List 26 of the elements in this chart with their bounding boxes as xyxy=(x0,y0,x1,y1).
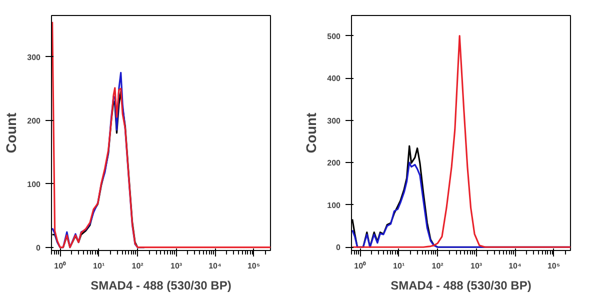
y-tick-label: 0 xyxy=(36,243,42,252)
x-tick-label: 10⁴ xyxy=(208,262,222,270)
x-axis-title: SMAD4 - 488 (530/30 BP) xyxy=(90,278,232,292)
y-axis-title: Count xyxy=(3,112,20,154)
x-tick-label: 10⁵ xyxy=(247,262,260,270)
x-tick-label: 10² xyxy=(132,262,144,270)
y-tick-label: 300 xyxy=(27,52,42,62)
y-tick-label: 200 xyxy=(27,116,42,126)
y-tick-label: 500 xyxy=(327,32,342,41)
x-tick-label: 10⁴ xyxy=(508,262,522,270)
y-tick-label: 0 xyxy=(336,243,342,252)
x-tick-label: 10³ xyxy=(170,262,182,270)
x-tick-label: 10¹ xyxy=(93,262,105,270)
y-tick-label: 200 xyxy=(327,158,342,168)
x-tick-label: 10⁵ xyxy=(547,262,560,270)
x-tick-label: 10⁰ xyxy=(354,262,366,270)
x-tick-label: 10⁰ xyxy=(54,262,66,270)
y-tick-label: 100 xyxy=(327,200,342,210)
y-tick-label: 400 xyxy=(327,74,342,84)
y-tick-label: 300 xyxy=(327,116,342,126)
x-tick-label: 10¹ xyxy=(393,262,405,270)
x-tick-label: 10³ xyxy=(470,262,482,270)
x-tick-label: 10² xyxy=(432,262,444,270)
y-tick-label: 100 xyxy=(27,180,42,189)
x-axis-title: SMAD4 - 488 (530/30 BP) xyxy=(390,278,532,292)
y-axis-title: Count xyxy=(303,112,320,154)
